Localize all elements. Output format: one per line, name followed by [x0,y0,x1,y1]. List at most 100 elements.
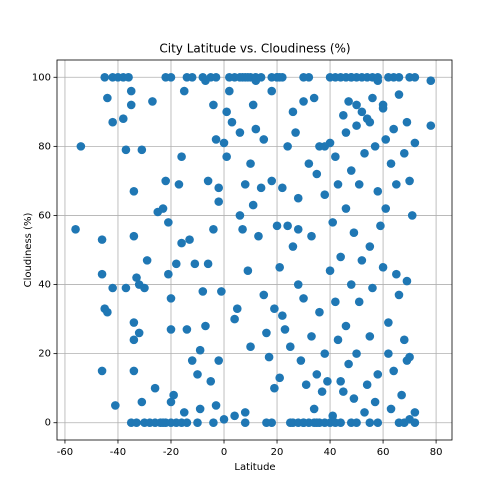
point [187,72,197,82]
point [373,418,383,428]
point [230,411,239,421]
point [71,224,80,234]
point [336,252,345,262]
point [240,418,250,428]
point [177,238,186,248]
point [410,138,420,148]
point [278,183,287,193]
point [201,321,210,331]
point [174,180,184,189]
point [121,145,131,155]
point [331,297,340,307]
point [309,93,319,103]
point [301,380,311,390]
point [328,218,338,227]
point [203,176,213,186]
point [354,297,364,307]
point [193,370,202,379]
point [309,404,319,414]
point [161,176,170,186]
point [203,259,213,269]
point [108,283,117,293]
point [378,100,388,110]
point [299,418,308,428]
point [410,72,420,82]
x-tick-label: -60 [57,447,73,458]
y-tick-label: 80 [38,141,51,152]
point [129,231,139,241]
point [132,418,141,428]
point [267,418,277,428]
point [389,124,398,134]
point [262,328,271,338]
point [140,283,149,293]
point [232,304,242,314]
point [341,128,351,137]
x-tick-label: 60 [377,447,390,458]
point [254,231,263,241]
point [341,321,351,331]
point [344,97,353,106]
point [307,231,316,241]
point [126,100,136,110]
point [357,107,367,117]
point [256,183,266,193]
point [376,221,385,231]
point [349,228,359,238]
point [240,408,250,417]
point [142,256,152,265]
point [360,148,369,158]
x-tick-label: -20 [163,447,179,458]
point [317,387,327,396]
point [275,373,284,383]
point [248,100,258,110]
point [278,311,287,320]
point [365,242,375,251]
point [171,259,181,269]
point [346,166,356,175]
y-tick-label: 40 [38,280,51,291]
y-tick-label: 20 [38,349,51,360]
point [103,93,112,103]
point [259,135,269,144]
point [214,183,224,193]
point [166,397,176,407]
point [198,287,208,296]
point [169,390,178,400]
point [349,394,359,403]
point [384,349,393,358]
point [251,124,261,134]
point [304,159,314,168]
point [150,383,160,393]
point [222,107,231,117]
point [209,100,218,110]
point [179,86,189,96]
point [240,180,250,189]
point [275,262,284,272]
point [248,200,258,210]
point [354,180,364,189]
point [368,93,377,103]
point [134,328,144,338]
point [352,121,361,130]
point [264,352,274,362]
point [288,107,298,117]
point [394,72,404,82]
chart-title: City Latitude vs. Cloudiness (%) [159,42,350,56]
point [103,307,112,317]
point [378,262,388,272]
plot-frame [56,59,453,441]
point [333,180,343,189]
point [312,370,322,379]
point [238,224,247,234]
point [243,72,253,82]
point [217,287,226,296]
point [344,359,353,369]
point [293,280,303,289]
point [166,418,176,428]
point [283,221,292,231]
point [352,418,361,428]
point [407,211,417,220]
y-axis-label: Cloudiness (%) [23,213,34,288]
point [206,376,216,386]
